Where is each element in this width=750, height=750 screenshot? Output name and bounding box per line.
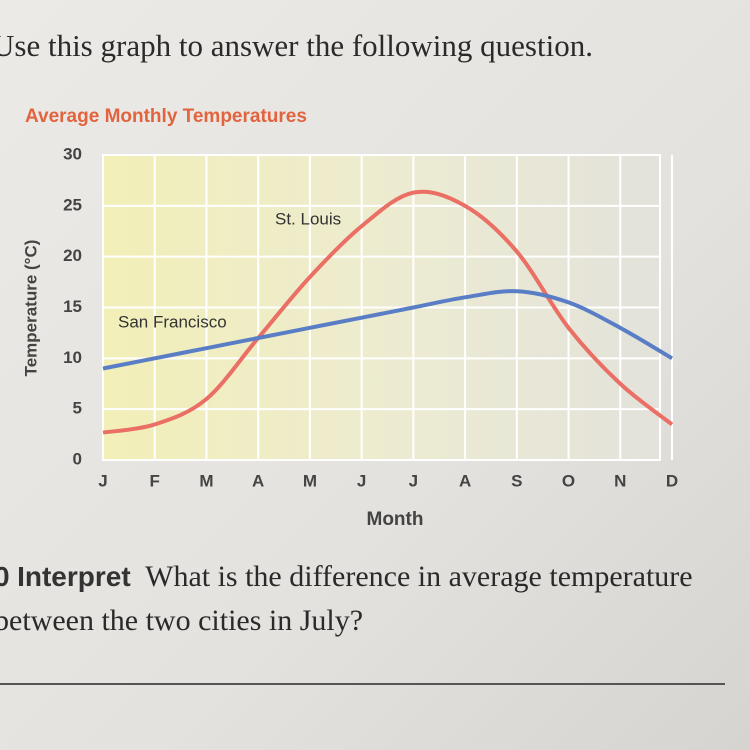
x-tick-label: J — [98, 471, 107, 490]
answer-line — [0, 683, 725, 685]
x-tick-label: D — [666, 471, 678, 490]
x-axis-label: Month — [367, 509, 424, 530]
x-tick-label: F — [150, 471, 160, 490]
x-tick-label: J — [409, 471, 418, 490]
y-tick-label: 20 — [63, 246, 82, 265]
x-tick-label: O — [562, 471, 575, 490]
y-tick-label: 15 — [63, 297, 82, 316]
x-tick-label: N — [614, 471, 626, 490]
line-series — [102, 289, 674, 371]
line-series — [102, 189, 674, 435]
series-label: San Francisco — [118, 312, 227, 331]
x-tick-label: J — [357, 471, 366, 490]
y-tick-label: 5 — [73, 399, 82, 418]
x-tick-label: M — [303, 471, 317, 490]
y-tick-label: 30 — [63, 144, 82, 163]
y-tick-label: 25 — [63, 195, 82, 214]
x-tick-label: S — [511, 471, 522, 490]
x-tick-label: A — [252, 471, 264, 490]
question: 0 Interpret What is the difference in av… — [0, 555, 704, 643]
y-tick-label: 0 — [73, 449, 82, 468]
series-label: St. Louis — [275, 209, 341, 228]
question-text: What is the difference in average temper… — [0, 560, 693, 637]
x-tick-label: A — [459, 471, 471, 490]
y-tick-label: 10 — [63, 348, 82, 367]
intro-text: Use this graph to answer the following q… — [0, 28, 593, 63]
question-number: 0 — [0, 561, 10, 592]
question-label: Interpret — [17, 561, 131, 592]
x-tick-label: M — [199, 471, 213, 490]
y-axis-label: Temperature (°C) — [21, 240, 40, 377]
chart-title: Average Monthly Temperatures — [25, 106, 307, 127]
